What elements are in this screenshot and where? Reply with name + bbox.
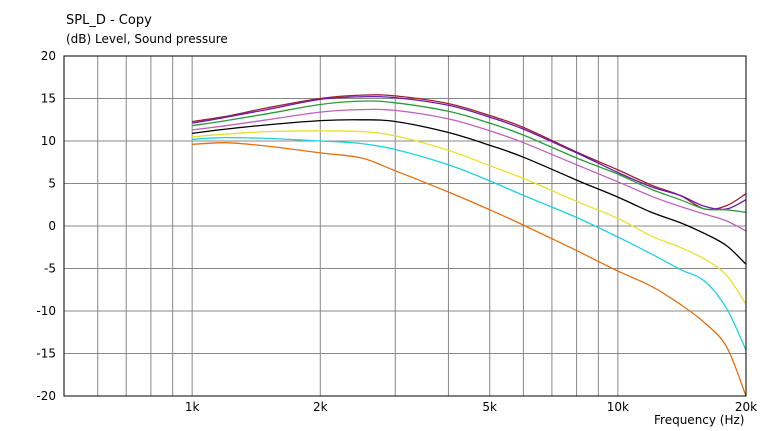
y-tick-label: 5 — [48, 177, 56, 191]
x-tick-label: 1k — [185, 400, 200, 414]
x-tick-label: 20k — [735, 400, 757, 414]
y-tick-label: -5 — [44, 262, 56, 276]
series-line-3 — [191, 100, 747, 214]
x-tick-label: 10k — [607, 400, 629, 414]
y-tick-label: -10 — [36, 304, 56, 318]
y-tick-label: 20 — [41, 49, 56, 63]
series-line-1 — [191, 94, 747, 211]
chart-title: SPL_D - Copy — [66, 13, 152, 28]
series-line-6 — [192, 130, 747, 305]
series-line-7 — [192, 136, 747, 351]
x-tick-label: 2k — [313, 400, 328, 414]
series-line-2 — [191, 95, 747, 211]
plot-frame — [63, 55, 747, 397]
series-line-8 — [192, 142, 747, 397]
y-tick-label: -15 — [36, 347, 56, 361]
y-tick-label: 0 — [48, 219, 56, 233]
series-line-5 — [192, 119, 747, 265]
y-axis-label: (dB) Level, Sound pressure — [66, 32, 228, 46]
y-tick-label: 15 — [41, 92, 56, 106]
y-tick-label: 10 — [41, 134, 56, 148]
y-tick-label: -20 — [36, 389, 56, 403]
x-axis-label: Frequency (Hz) — [654, 413, 745, 427]
series-line-4 — [192, 108, 747, 232]
x-tick-label: 5k — [482, 400, 497, 414]
